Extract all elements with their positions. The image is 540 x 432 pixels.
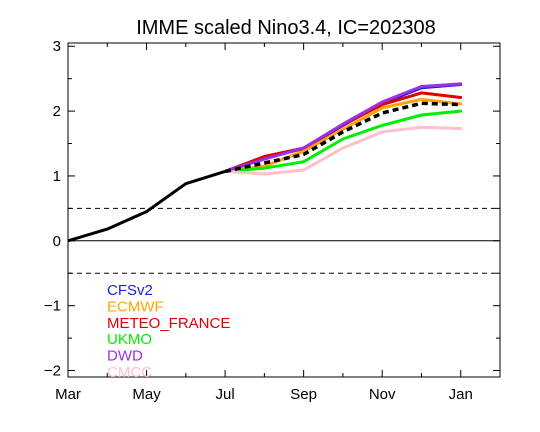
x-tick-label: Mar: [55, 386, 81, 403]
y-tick-label: −1: [44, 298, 61, 315]
x-axis: Mar May Jul Sep Nov Jan: [55, 43, 473, 403]
legend-entry-ukmo: UKMO: [107, 331, 152, 348]
series-line-ecmwf: [223, 97, 463, 173]
legend-entry-meteo-france: METEO_FRANCE: [107, 315, 230, 332]
y-tick-label: −2: [44, 363, 61, 380]
series-line-dwd: [223, 82, 463, 173]
legend-entry-cfsv2: CFSv2: [107, 282, 153, 299]
y-tick-label: 1: [53, 168, 61, 185]
plot-frame: [67, 42, 501, 378]
y-tick-label: 3: [53, 38, 61, 55]
series-line-cmcc: [223, 125, 463, 176]
reference-lines: [68, 207, 500, 274]
y-tick-label: 0: [53, 233, 61, 250]
legend-entry-ecmwf: ECMWF: [107, 298, 164, 315]
chart-title: IMME scaled Nino3.4, IC=202308: [136, 17, 436, 39]
x-tick-label: Nov: [369, 386, 396, 403]
series-lines: [67, 82, 463, 243]
x-tick-label: Jan: [449, 386, 473, 403]
x-tick-label: Jul: [215, 386, 234, 403]
observed-line: [67, 169, 226, 243]
legend-entry-dwd: DWD: [107, 348, 143, 365]
legend-entry-cmcc: CMCC: [107, 364, 152, 381]
ensemble-mean-line: [224, 101, 461, 174]
series-line-ukmo: [223, 109, 463, 173]
y-axis: −2 −1 0 1 2 3: [44, 38, 500, 380]
x-tick-label: May: [132, 386, 161, 403]
x-tick-label: Sep: [290, 386, 317, 403]
y-tick-label: 2: [53, 103, 61, 120]
